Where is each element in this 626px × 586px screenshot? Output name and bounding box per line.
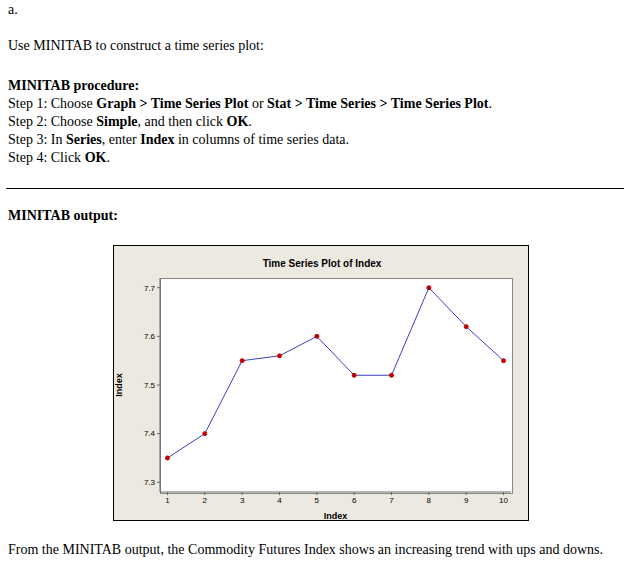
html-text:Step 4: Click OK.: Step 4: Click OK. xyxy=(8,150,110,165)
html-text:From the MINITAB output, the C: From the MINITAB output, the Commodity F… xyxy=(8,542,603,557)
html-text:Step 3: In Series, enter Index: Step 3: In Series, enter Index in column… xyxy=(8,132,349,147)
svg-text:7.4: 7.4 xyxy=(144,429,156,438)
svg-text:1: 1 xyxy=(165,496,170,505)
svg-text:7.6: 7.6 xyxy=(144,332,156,341)
svg-text:7.7: 7.7 xyxy=(144,284,156,293)
svg-text:5: 5 xyxy=(315,496,320,505)
html-text:Step 2: Choose Simple, and the: Step 2: Choose Simple, and then click OK… xyxy=(8,114,252,129)
svg-text:2: 2 xyxy=(203,496,208,505)
svg-text:7.5: 7.5 xyxy=(144,381,156,390)
svg-text:10: 10 xyxy=(499,496,508,505)
html-text:Use MINITAB to construct a tim: Use MINITAB to construct a time series p… xyxy=(8,38,264,53)
html-text:Time Series Plot of Index: Time Series Plot of Index xyxy=(262,258,382,269)
svg-text:6: 6 xyxy=(352,496,357,505)
svg-text:8: 8 xyxy=(427,496,432,505)
svg-text:9: 9 xyxy=(464,496,469,505)
html-text:Step 1: Choose Graph > Time Se: Step 1: Choose Graph > Time Series Plot … xyxy=(8,96,492,111)
svg-text:4: 4 xyxy=(277,496,282,505)
svg-text:3: 3 xyxy=(240,496,245,505)
svg-text:7: 7 xyxy=(389,496,394,505)
html-text:MINITAB output:: MINITAB output: xyxy=(8,208,118,223)
svg-text:Index: Index xyxy=(324,511,348,521)
html-text:a.: a. xyxy=(8,2,18,17)
html-text:MINITAB procedure:: MINITAB procedure: xyxy=(8,78,140,93)
svg-text:Index: Index xyxy=(114,373,124,397)
svg-text:7.3: 7.3 xyxy=(144,478,156,487)
